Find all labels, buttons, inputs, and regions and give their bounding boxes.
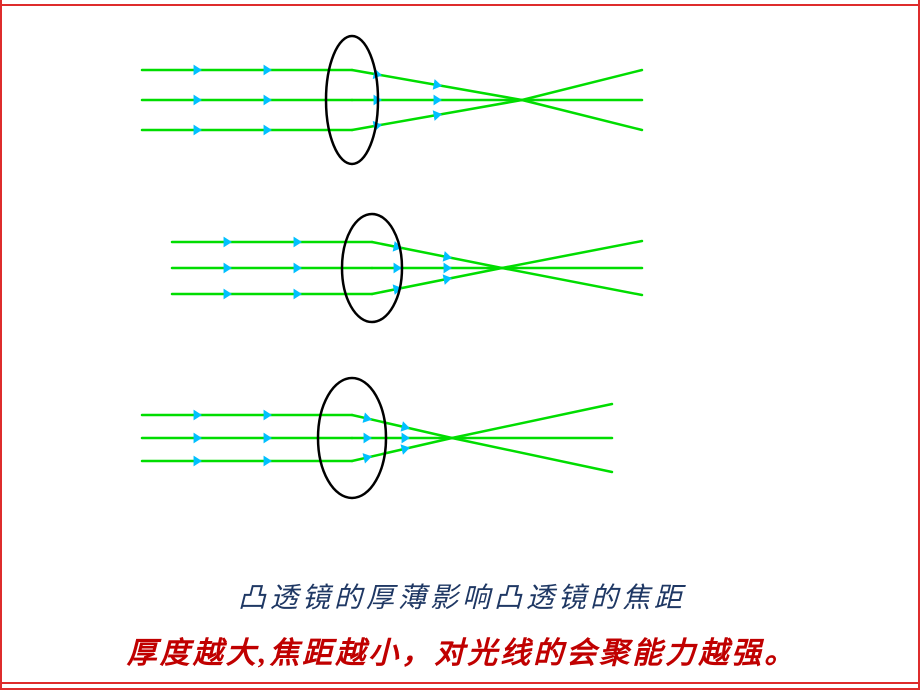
lens-diagram-area [2,20,920,580]
lens-diagram-svg [2,20,920,580]
caption-line-2: 厚度越大,焦距越小，对光线的会聚能力越强。 [2,628,920,672]
caption-line-1: 凸透镜的厚薄影响凸透镜的焦距 [2,576,920,616]
